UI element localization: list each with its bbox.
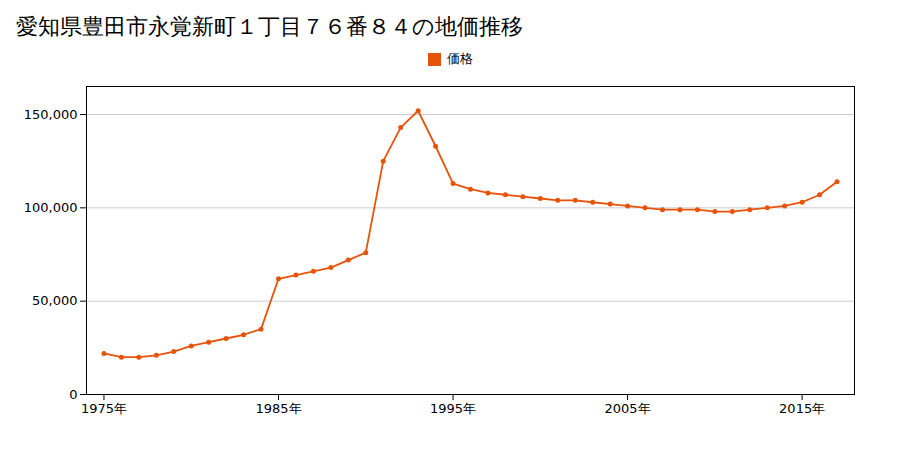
html-text:価格: 価格: [446, 51, 473, 66]
svg-text:50,000: 50,000: [32, 293, 78, 308]
svg-text:1985年: 1985年: [255, 401, 301, 416]
svg-text:150,000: 150,000: [24, 107, 78, 122]
svg-text:2015年: 2015年: [779, 401, 825, 416]
svg-text:100,000: 100,000: [24, 200, 78, 215]
svg-text:1975年: 1975年: [81, 401, 127, 416]
html-text:愛知県豊田市永覚新町１丁目７６番８４の地価推移: 愛知県豊田市永覚新町１丁目７６番８４の地価推移: [16, 14, 523, 39]
svg-text:1995年: 1995年: [430, 401, 476, 416]
svg-text:0: 0: [69, 387, 77, 402]
svg-text:2005年: 2005年: [605, 401, 651, 416]
